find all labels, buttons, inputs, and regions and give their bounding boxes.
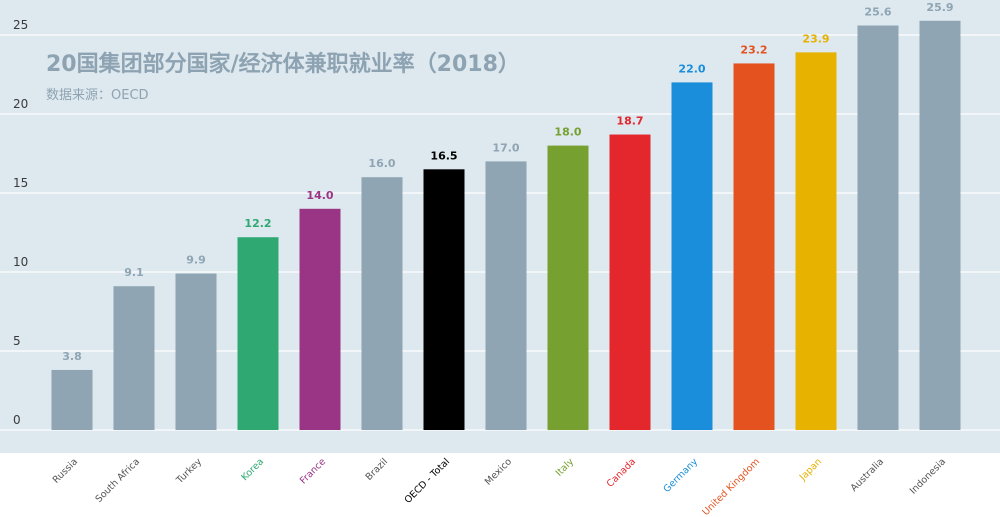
chart-subtitle: 数据来源：OECD [46, 88, 149, 103]
y-axis-ticks: 0 5 10 15 20 25 [13, 18, 28, 427]
value-label: 23.2 [740, 43, 767, 56]
x-axis-labels: Russia South Africa Turkey Korea France Brazi… [51, 456, 948, 517]
y-tick-label: 15 [13, 176, 28, 190]
bar-canada [609, 134, 651, 431]
y-tick-label: 25 [13, 18, 28, 32]
value-label: 18.0 [554, 126, 581, 139]
value-label: 17.0 [492, 141, 519, 154]
value-label: 22.0 [678, 62, 705, 75]
value-label: 9.9 [186, 254, 206, 267]
value-labels: 3.8 9.1 9.9 12.2 14.0 16.0 16.5 17.0 18.0 18.7 22.… [62, 1, 953, 363]
y-tick-label: 20 [13, 97, 28, 111]
value-label: 18.7 [616, 115, 643, 128]
bar-oecd-total [423, 169, 465, 431]
bar-korea [237, 237, 279, 430]
value-label: 3.8 [62, 350, 82, 363]
x-tick-label: South Africa [94, 456, 143, 505]
bars [51, 20, 961, 431]
x-tick-label: Indonesia [908, 456, 948, 496]
value-label: 16.0 [368, 157, 395, 170]
bar-south-africa [113, 286, 155, 430]
bar-turkey [175, 273, 217, 430]
x-tick-label: Japan [797, 456, 824, 483]
x-tick-label: United Kingdom [700, 456, 762, 517]
x-tick-label: Australia [849, 456, 886, 493]
bar-indonesia [919, 20, 961, 431]
value-label: 25.9 [926, 1, 953, 14]
bar-russia [51, 369, 93, 430]
value-label: 25.6 [864, 6, 891, 19]
x-tick-label: Mexico [483, 456, 514, 487]
value-label: 9.1 [124, 266, 144, 279]
x-tick-label: France [298, 456, 328, 486]
x-tick-label: Italy [554, 456, 577, 479]
bar-germany [671, 82, 713, 431]
value-label: 12.2 [244, 217, 271, 230]
value-label: 16.5 [430, 149, 457, 162]
x-tick-label: Germany [661, 456, 700, 495]
bar-australia [857, 25, 899, 431]
x-tick-label: Russia [51, 456, 80, 485]
bar-brazil [361, 177, 403, 430]
value-label: 14.0 [306, 189, 333, 202]
y-tick-label: 5 [13, 334, 21, 348]
bar-france [299, 208, 341, 430]
x-tick-label: Korea [239, 456, 266, 483]
y-tick-label: 10 [13, 255, 28, 269]
x-tick-label: OECD - Total [403, 456, 453, 506]
bar-mexico [485, 161, 527, 430]
value-label: 23.9 [802, 32, 829, 45]
x-tick-label: Turkey [174, 456, 205, 487]
bar-japan [795, 52, 837, 430]
chart-title: 20国集团部分国家/经济体兼职就业率（2018） [46, 51, 520, 77]
bar-italy [547, 145, 589, 430]
y-tick-label: 0 [13, 413, 21, 427]
x-tick-label: Brazil [364, 456, 391, 483]
x-tick-label: Canada [605, 456, 638, 489]
bar-united-kingdom [733, 63, 775, 430]
